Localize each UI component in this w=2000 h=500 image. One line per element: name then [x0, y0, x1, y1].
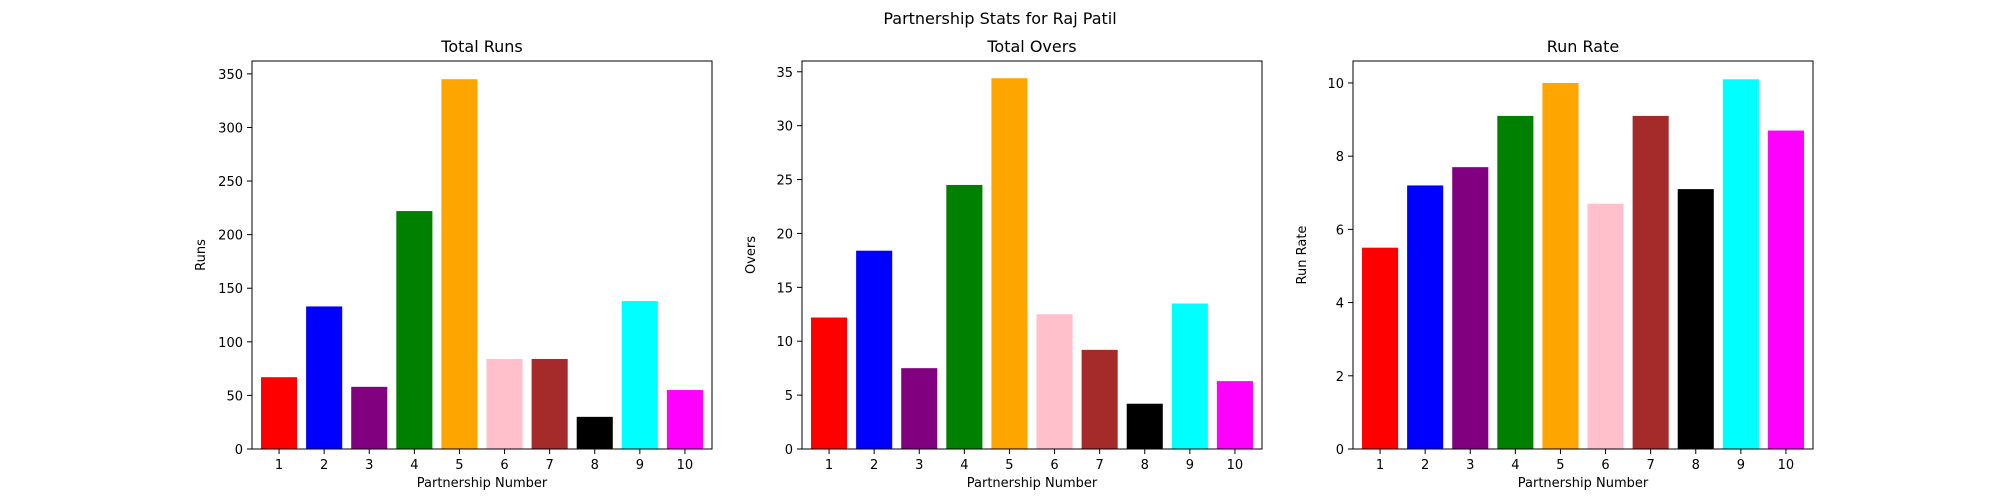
x-tick-label-2-9: 9	[1186, 458, 1194, 473]
panel-title-1: Total Runs	[440, 37, 522, 56]
x-axis-label-3: Partnership Number	[1518, 476, 1649, 491]
y-tick-label-1-200: 200	[218, 229, 243, 244]
x-tick-label-2-5: 5	[1005, 458, 1013, 473]
y-tick-label-1-350: 350	[218, 68, 243, 83]
bar-3-1	[1362, 247, 1399, 449]
figure-title: Partnership Stats for Raj Patil	[883, 9, 1116, 28]
axes-frame-1	[251, 60, 713, 450]
x-tick-label-2-7: 7	[1096, 458, 1104, 473]
x-tick-label-3-6: 6	[1601, 458, 1609, 473]
x-tick-label-1-7: 7	[546, 458, 554, 473]
x-tick-label-1-10: 10	[677, 458, 694, 473]
axes-frame-3	[1352, 60, 1814, 450]
y-tick-label-2-20: 20	[776, 227, 793, 242]
x-tick-label-2-10: 10	[1227, 458, 1244, 473]
x-tick-label-1-4: 4	[410, 458, 418, 473]
x-tick-label-1-8: 8	[591, 458, 599, 473]
axes-frame-2	[801, 60, 1263, 450]
y-tick-label-2-30: 30	[776, 120, 793, 135]
y-axis-label-1: Runs	[194, 239, 209, 271]
y-tick-label-2-5: 5	[785, 389, 793, 404]
x-tick-label-3-5: 5	[1556, 458, 1564, 473]
x-tick-label-2-3: 3	[915, 458, 923, 473]
bar-1-10	[666, 390, 703, 449]
x-tick-label-1-9: 9	[636, 458, 644, 473]
bar-1-7	[531, 358, 568, 449]
y-axis-label-3: Run Rate	[1295, 226, 1310, 285]
bar-1-8	[576, 416, 613, 449]
x-tick-label-1-2: 2	[320, 458, 328, 473]
x-tick-label-2-8: 8	[1141, 458, 1149, 473]
y-tick-label-3-2: 2	[1336, 370, 1344, 385]
bar-1-6	[486, 358, 523, 449]
y-tick-label-2-0: 0	[785, 443, 793, 458]
y-tick-label-1-100: 100	[218, 336, 243, 351]
x-tick-label-3-8: 8	[1692, 458, 1700, 473]
x-tick-label-3-7: 7	[1647, 458, 1655, 473]
y-tick-label-2-25: 25	[776, 174, 793, 189]
y-tick-label-3-8: 8	[1336, 150, 1344, 165]
bar-3-7	[1632, 115, 1669, 449]
bar-2-10	[1216, 381, 1253, 449]
bar-2-1	[811, 317, 848, 449]
bar-3-2	[1407, 185, 1444, 449]
x-tick-label-3-9: 9	[1737, 458, 1745, 473]
y-tick-label-2-35: 35	[776, 66, 793, 81]
panel-title-2: Total Overs	[986, 37, 1076, 56]
y-tick-label-3-6: 6	[1336, 223, 1344, 238]
bar-2-7	[1081, 349, 1118, 449]
x-tick-label-1-5: 5	[455, 458, 463, 473]
panel-title-3: Run Rate	[1547, 37, 1619, 56]
x-tick-label-3-1: 1	[1376, 458, 1384, 473]
x-tick-label-2-6: 6	[1050, 458, 1058, 473]
x-tick-label-1-6: 6	[500, 458, 508, 473]
bar-2-6	[1036, 314, 1073, 449]
x-tick-label-3-4: 4	[1511, 458, 1519, 473]
bar-1-3	[351, 386, 388, 449]
y-tick-label-1-50: 50	[226, 389, 243, 404]
y-tick-label-3-4: 4	[1336, 297, 1344, 312]
bar-1-9	[621, 301, 658, 449]
bar-3-4	[1497, 115, 1534, 449]
bar-2-9	[1171, 303, 1208, 449]
x-axis-label-2: Partnership Number	[967, 476, 1098, 491]
bar-3-3	[1452, 167, 1489, 449]
bar-1-1	[261, 377, 298, 449]
bar-2-3	[901, 368, 938, 449]
y-tick-label-1-300: 300	[218, 121, 243, 136]
bar-1-4	[396, 211, 433, 449]
bar-3-8	[1677, 189, 1714, 450]
bar-1-5	[441, 79, 478, 449]
y-tick-label-3-0: 0	[1336, 443, 1344, 458]
bar-2-2	[856, 250, 893, 449]
x-tick-label-1-3: 3	[365, 458, 373, 473]
x-tick-label-3-2: 2	[1421, 458, 1429, 473]
y-tick-label-1-0: 0	[235, 443, 243, 458]
y-tick-label-2-15: 15	[776, 281, 793, 296]
y-tick-label-2-10: 10	[776, 335, 793, 350]
bar-2-8	[1126, 403, 1163, 449]
bar-1-2	[306, 306, 343, 449]
bar-2-5	[991, 78, 1028, 450]
x-tick-label-2-1: 1	[825, 458, 833, 473]
x-tick-label-1-1: 1	[275, 458, 283, 473]
bar-3-5	[1542, 82, 1579, 450]
y-axis-label-2: Overs	[744, 236, 759, 274]
x-tick-label-3-10: 10	[1778, 458, 1795, 473]
bar-3-10	[1767, 130, 1804, 450]
x-tick-label-2-4: 4	[960, 458, 968, 473]
bar-3-9	[1722, 79, 1759, 450]
y-tick-label-1-250: 250	[218, 175, 243, 190]
bar-2-4	[946, 184, 983, 449]
x-tick-label-3-3: 3	[1466, 458, 1474, 473]
bar-3-6	[1587, 203, 1624, 449]
x-tick-label-2-2: 2	[870, 458, 878, 473]
x-axis-label-1: Partnership Number	[417, 476, 548, 491]
y-tick-label-3-10: 10	[1327, 77, 1344, 92]
y-tick-label-1-150: 150	[218, 282, 243, 297]
